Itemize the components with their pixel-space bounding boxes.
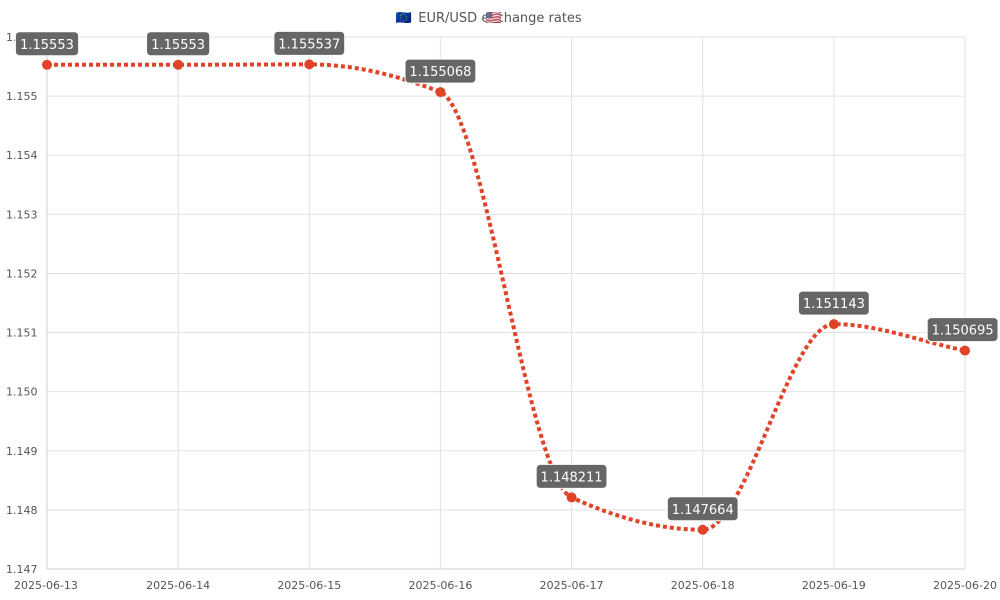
- data-point: [173, 59, 184, 70]
- data-label-text: 1.150695: [932, 324, 994, 339]
- y-tick-label: 1.148: [6, 504, 38, 517]
- data-label-text: 1.148211: [541, 470, 603, 485]
- x-tick-label: 2025-06-14: [146, 579, 210, 592]
- y-tick-label: 1.147: [6, 563, 38, 576]
- data-label: 1.15553: [146, 31, 211, 57]
- grid: [46, 36, 966, 570]
- data-label: 1.155068: [404, 58, 477, 84]
- data-label-box: [404, 58, 477, 84]
- data-point: [304, 59, 315, 70]
- y-axis: 1.147 1.148 1.149 1.150 1.151 1.152 1.153 1.154…: [6, 31, 38, 576]
- x-tick-label: 2025-06-15: [277, 579, 341, 592]
- y-tick-label: 1.154: [6, 149, 38, 162]
- eu-flag-icon: 🇪🇺: [396, 11, 412, 26]
- data-label-text: 1.147664: [672, 503, 734, 518]
- data-label-box: [146, 31, 211, 57]
- data-label-box: [14, 31, 80, 57]
- x-tick-label: 2025-06-13: [14, 579, 78, 592]
- x-tick-label: 2025-06-20: [933, 579, 997, 592]
- chart-title-text: EUR/USD exchange rates: [418, 11, 582, 26]
- data-point: [697, 524, 708, 535]
- data-label: 1.147664: [666, 496, 739, 522]
- data-label-box: [535, 463, 608, 489]
- data-point: [566, 492, 577, 503]
- data-point: [960, 345, 970, 356]
- us-flag-icon: 🇺🇸: [486, 11, 502, 26]
- y-tick-label: 1.149: [6, 445, 38, 458]
- data-label-box: [273, 30, 346, 56]
- data-label: 1.15553: [14, 31, 80, 57]
- x-tick-label: 2025-06-16: [408, 579, 472, 592]
- data-label: 1.150695: [926, 317, 999, 343]
- data-label: 1.155537: [273, 30, 346, 56]
- data-point: [828, 319, 839, 330]
- y-tick-label: 1.152: [6, 267, 38, 280]
- points: [42, 59, 970, 535]
- y-tick-label: 1.151: [6, 327, 38, 340]
- data-point: [435, 87, 446, 98]
- x-tick-label: 2025-06-17: [540, 579, 604, 592]
- chart-title: 🇪🇺 EUR/USD exchange rates 🇺🇸: [396, 11, 582, 26]
- data-label: 1.148211: [535, 463, 608, 489]
- data-label-text: 1.15553: [20, 38, 74, 53]
- data-label-text: 1.15553: [151, 38, 205, 53]
- x-axis: 2025-06-13 2025-06-14 2025-06-15 2025-06-16…: [14, 579, 997, 592]
- x-tick-label: 2025-06-18: [671, 579, 735, 592]
- data-label: 1.151143: [797, 290, 870, 316]
- y-tick-label: 1.155: [6, 90, 38, 103]
- x-tick-label: 2025-06-19: [802, 579, 866, 592]
- data-labels: 1.15553 1.15553 1.155537 1.155068 1.148211 1.…: [14, 30, 999, 522]
- data-label-box: [926, 317, 999, 343]
- y-tick-label: 1.153: [6, 208, 38, 221]
- data-label-text: 1.155068: [409, 65, 471, 80]
- data-point: [42, 59, 52, 70]
- data-label-text: 1.155537: [278, 37, 340, 52]
- data-label-box: [666, 496, 739, 522]
- y-tick-label: 1.150: [6, 386, 38, 399]
- data-label-text: 1.151143: [803, 297, 865, 312]
- data-label-box: [797, 290, 870, 316]
